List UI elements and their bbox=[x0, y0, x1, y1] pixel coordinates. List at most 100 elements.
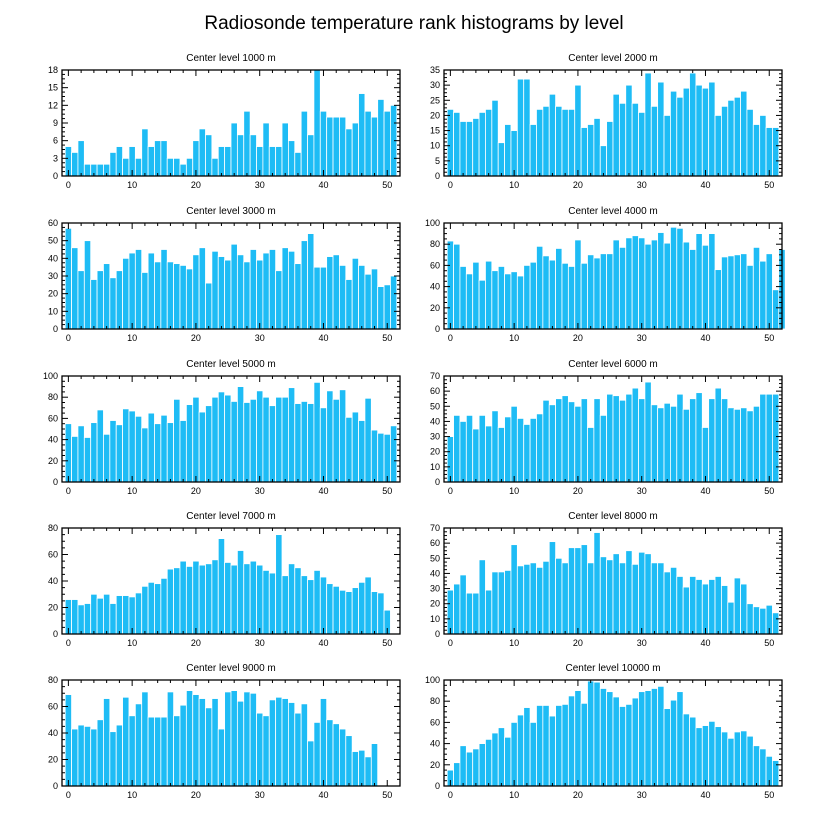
y-tick-label: 80 bbox=[48, 675, 58, 685]
bar bbox=[364, 397, 372, 483]
bar bbox=[211, 396, 219, 483]
bar bbox=[115, 724, 123, 787]
bar bbox=[268, 249, 277, 330]
bar bbox=[701, 244, 710, 330]
bar bbox=[446, 108, 454, 177]
bar bbox=[689, 398, 697, 483]
bar bbox=[71, 436, 79, 483]
bar bbox=[96, 270, 104, 330]
bar bbox=[90, 422, 98, 483]
bar bbox=[230, 690, 238, 787]
bar bbox=[287, 563, 296, 635]
bar bbox=[536, 245, 544, 330]
bar bbox=[542, 399, 550, 483]
bar bbox=[714, 115, 722, 177]
bar bbox=[185, 404, 194, 483]
panel-2: Center level 2000 m 0 5 10 15 20 25 30 35 0 10 20 30… bbox=[430, 53, 783, 190]
bar bbox=[714, 387, 722, 483]
panel-8: Center level 8000 m 0 10 20 30 40 50 60 70 0 10 20 3… bbox=[430, 511, 783, 648]
bar bbox=[644, 553, 652, 635]
bar bbox=[599, 556, 608, 635]
bar bbox=[689, 576, 697, 635]
bar bbox=[708, 720, 716, 787]
bar bbox=[205, 707, 213, 787]
x-tick-label: 50 bbox=[764, 333, 774, 343]
bar bbox=[173, 263, 181, 330]
bar bbox=[497, 266, 505, 330]
bar bbox=[217, 391, 226, 483]
bar bbox=[765, 127, 773, 177]
bar bbox=[103, 698, 111, 787]
bar bbox=[217, 146, 226, 177]
x-tick-label: 30 bbox=[255, 486, 265, 496]
bar bbox=[287, 140, 296, 177]
bar bbox=[179, 420, 187, 483]
bar bbox=[268, 699, 277, 787]
bars bbox=[64, 534, 391, 635]
bar bbox=[459, 266, 467, 330]
bar bbox=[358, 420, 366, 483]
bar bbox=[147, 252, 155, 330]
bar bbox=[752, 745, 761, 787]
bar bbox=[294, 403, 302, 483]
bar bbox=[644, 72, 652, 177]
bar bbox=[733, 96, 741, 177]
bar bbox=[561, 562, 569, 635]
bar bbox=[96, 719, 104, 787]
bar bbox=[160, 249, 168, 330]
y-tick-label: 0 bbox=[435, 171, 440, 181]
x-tick-label: 50 bbox=[382, 333, 392, 343]
bar bbox=[701, 725, 710, 787]
bar bbox=[287, 250, 296, 330]
bar bbox=[504, 416, 512, 483]
x-tick-label: 0 bbox=[448, 180, 453, 190]
y-tick-label: 70 bbox=[430, 523, 440, 533]
bar bbox=[198, 411, 206, 483]
panel-3: Center level 3000 m 0 10 20 30 40 50 60 0 10 20 30 4… bbox=[48, 206, 401, 343]
y-tick-label: 10 bbox=[430, 462, 440, 472]
bar bbox=[689, 716, 697, 787]
bar bbox=[205, 563, 213, 635]
y-tick-label: 40 bbox=[48, 435, 58, 445]
bar bbox=[198, 247, 206, 330]
bar bbox=[313, 381, 321, 483]
bar bbox=[733, 254, 741, 330]
x-tick-label: 40 bbox=[318, 486, 328, 496]
bar bbox=[555, 557, 563, 635]
bar bbox=[134, 415, 143, 483]
bar bbox=[523, 563, 531, 635]
bar bbox=[224, 394, 232, 483]
x-tick-label: 40 bbox=[700, 333, 710, 343]
bar bbox=[516, 417, 525, 483]
bar bbox=[485, 589, 493, 635]
bar bbox=[478, 414, 486, 483]
bar bbox=[631, 387, 639, 483]
bar bbox=[224, 146, 232, 177]
bar bbox=[83, 437, 92, 483]
bar bbox=[115, 270, 123, 330]
bar bbox=[141, 128, 149, 177]
bar bbox=[504, 570, 512, 635]
bar bbox=[618, 562, 627, 635]
bar bbox=[326, 583, 334, 635]
bar bbox=[185, 157, 194, 177]
bar bbox=[115, 146, 123, 177]
ticks bbox=[444, 69, 783, 177]
bar bbox=[141, 272, 149, 330]
panel-9: Center level 9000 m 0 20 40 60 80 0 10 20 30 40 50 bbox=[48, 663, 401, 800]
bar bbox=[205, 405, 213, 483]
y-tick-label: 0 bbox=[435, 781, 440, 791]
bar bbox=[618, 102, 627, 177]
bar bbox=[612, 239, 620, 330]
bar bbox=[510, 405, 518, 483]
bar bbox=[746, 735, 754, 787]
bar bbox=[638, 237, 646, 330]
bar bbox=[71, 247, 79, 330]
bar bbox=[548, 715, 557, 787]
x-tick-label: 10 bbox=[127, 638, 137, 648]
bar bbox=[465, 751, 474, 787]
bar bbox=[332, 254, 340, 330]
bar bbox=[593, 118, 601, 177]
bar bbox=[90, 279, 98, 330]
bar bbox=[536, 705, 544, 787]
